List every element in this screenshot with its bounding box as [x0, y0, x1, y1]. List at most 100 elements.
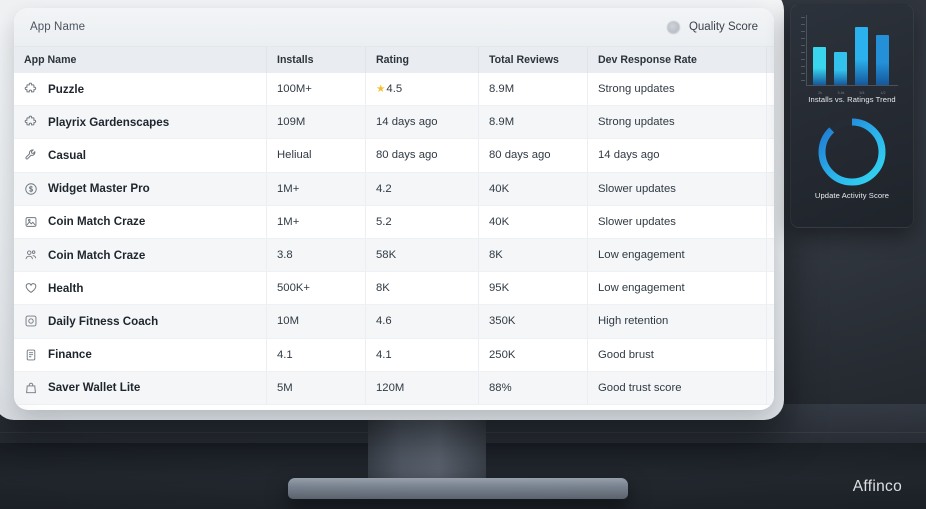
bar-chart-y-tick [801, 38, 805, 39]
heart-icon [24, 281, 38, 295]
bar-chart-y-tick [801, 73, 805, 74]
app-name-label: Casual [48, 148, 87, 162]
cell-total-reviews: 8K [478, 238, 588, 273]
cell-notes [766, 73, 774, 107]
bar-chart-y-tick [801, 45, 805, 46]
cell-total-reviews: 40K [478, 205, 588, 239]
cell-installs: 10M [266, 304, 366, 339]
cell-rating: 4.6 [365, 304, 479, 339]
cell-total-reviews: 80 days ago [478, 138, 588, 173]
bar-chart-y-tick [801, 24, 805, 25]
donut-chart-title: Update Activity Score [814, 191, 890, 200]
cell-total-reviews: 8.9M [478, 73, 588, 107]
table-header: App Name Installs Rating Total Reviews D… [14, 47, 774, 73]
cell-dev-response-rate: Strong updates [587, 105, 767, 140]
table-row[interactable]: Saver Wallet Lite 5M 120M 88% Good trust sco… [14, 371, 774, 405]
header-right-group[interactable]: Quality Score [666, 20, 758, 34]
column-header-installs[interactable]: Installs [266, 47, 366, 73]
table-row[interactable]: Playrix Gardenscapes 109M 14 days ago 8.9M S… [14, 105, 774, 140]
bar-chart-x-tick-label: 1/2 [880, 91, 886, 95]
cell-rating: ★4.5 [365, 73, 479, 107]
cell-app-name: Casual [14, 138, 267, 173]
cell-notes [766, 138, 774, 173]
apps-table: App Name Installs Rating Total Reviews D… [14, 47, 774, 405]
cell-notes [766, 105, 774, 140]
bar-chart-bar [876, 35, 889, 85]
cell-app-name: Coin Match Craze [14, 205, 267, 239]
cell-rating: 120M [365, 371, 479, 405]
bar-chart-y-tick [801, 17, 805, 18]
bar-chart-title: Installs vs. Ratings Trend [808, 95, 896, 104]
brand-wordmark: Affinco [852, 478, 902, 495]
cell-dev-response-rate: Low engagement [587, 271, 767, 306]
window-title: App Name [30, 21, 86, 33]
cell-installs: 109M [266, 105, 366, 140]
cell-app-name: Saver Wallet Lite [14, 371, 267, 405]
window-header: App Name Quality Score [14, 8, 774, 47]
image-icon [24, 215, 38, 229]
bar-chart-y-tick [801, 80, 805, 81]
app-name-label: Coin Match Craze [48, 215, 146, 229]
cell-dev-response-rate: Low engagement [587, 238, 767, 273]
cell-installs: 100M+ [266, 73, 366, 107]
cell-dev-response-rate: Strong updates [587, 73, 767, 107]
bar-chart-y-tick [801, 59, 805, 60]
cell-installs: 5M [266, 371, 366, 405]
monitor-neck [368, 412, 486, 484]
cell-dev-response-rate: Slower updates [587, 205, 767, 239]
bar-chart-bar [813, 46, 826, 85]
column-header-rating[interactable]: Rating [365, 47, 479, 73]
cell-total-reviews: 88% [478, 371, 588, 405]
column-header-notes[interactable]: Notes [766, 47, 774, 73]
cell-notes [766, 371, 774, 405]
table-row[interactable]: Casual Heliual 80 days ago 80 days ago 14 da… [14, 138, 774, 173]
puzzle-icon [24, 115, 38, 129]
bar-chart-x-tick-label: 5/4 [859, 91, 865, 95]
cell-app-name: Health [14, 271, 267, 306]
table-row[interactable]: Coin Match Craze 1M+ 5.2 40K Slower updates [14, 205, 774, 239]
app-name-label: Playrix Gardenscapes [48, 115, 170, 129]
cell-total-reviews: 40K [478, 172, 588, 206]
column-header-dev-response[interactable]: Dev Response Rate [587, 47, 767, 73]
bar-chart-y-tick [801, 31, 805, 32]
bar-chart-y-tick [801, 52, 805, 53]
cell-dev-response-rate: 14 days ago [587, 138, 767, 173]
table-row[interactable]: Daily Fitness Coach 10M 4.6 350K High retent… [14, 304, 774, 339]
search-icon[interactable] [666, 20, 680, 34]
bar-chart-x-tick-label: 5.4k [837, 91, 845, 95]
table-row[interactable]: Widget Master Pro 1M+ 4.2 40K Slower updates… [14, 172, 774, 206]
cell-app-name: Daily Fitness Coach [14, 304, 267, 339]
app-name-label: Daily Fitness Coach [48, 314, 159, 328]
cell-app-name: Coin Match Craze [14, 238, 267, 273]
cell-total-reviews: 350K [478, 304, 588, 339]
column-header-app-name[interactable]: App Name [14, 47, 267, 73]
bag-icon [24, 381, 38, 395]
cell-notes [766, 304, 774, 339]
table-header-row: App Name Installs Rating Total Reviews D… [14, 47, 774, 73]
cell-installs: 500K+ [266, 271, 366, 306]
column-header-total-reviews[interactable]: Total Reviews [478, 47, 588, 73]
cell-installs: 3.8 [266, 238, 366, 273]
cell-notes [766, 172, 774, 206]
cell-dev-response-rate: Good trust score [587, 371, 767, 405]
cell-total-reviews: 250K [478, 338, 588, 372]
cell-app-name: Finance [14, 338, 267, 372]
monitor-base [288, 478, 628, 499]
bar-chart-x-axis [806, 85, 898, 86]
app-name-label: Finance [48, 348, 92, 362]
cell-notes [766, 205, 774, 239]
wrench-icon [24, 148, 38, 162]
star-icon: ★ [376, 83, 386, 96]
donut-chart-svg [818, 118, 886, 186]
analytics-side-panel: 2k 5.4k 5/4 1/2 Installs vs. Ratings Trend … [790, 4, 914, 228]
cell-installs: 1M+ [266, 205, 366, 239]
cell-installs: Heliual [266, 138, 366, 173]
app-window: App Name Quality Score App Name Installs… [14, 8, 774, 410]
bar-chart-bar [834, 52, 847, 85]
cell-total-reviews: 8.9M [478, 105, 588, 140]
